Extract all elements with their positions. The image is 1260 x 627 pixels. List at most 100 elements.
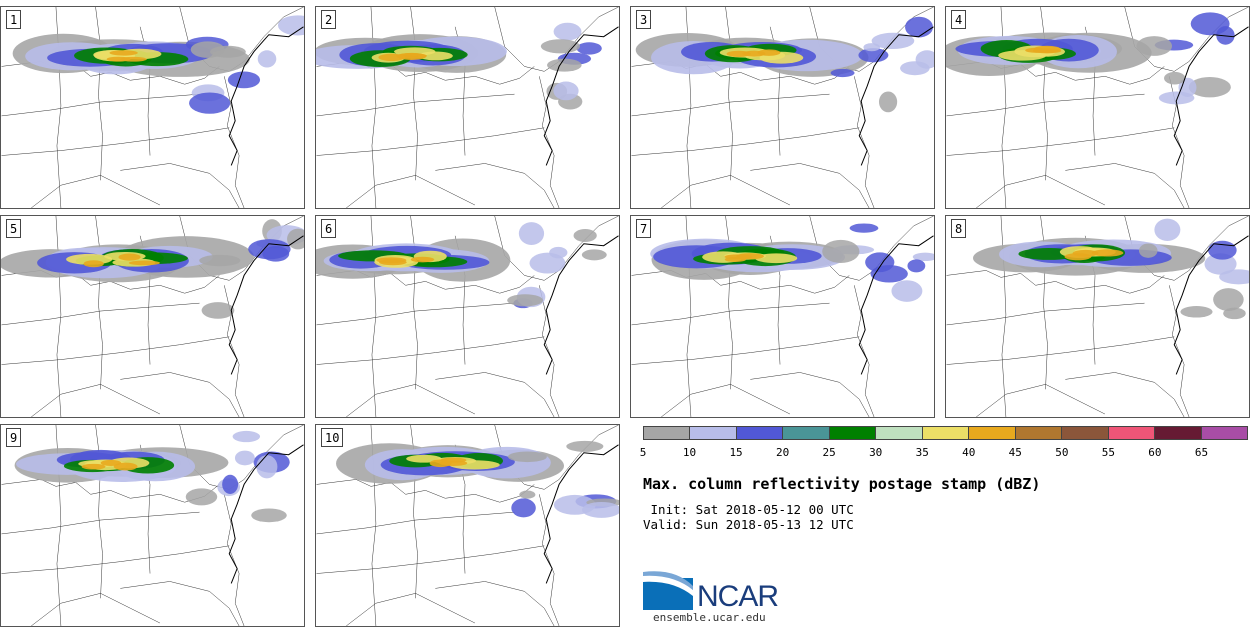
member-label: 8	[951, 219, 967, 238]
reflectivity-map	[316, 216, 619, 417]
ensemble-member-panel-9: 9	[0, 424, 305, 627]
reflectivity-echo	[109, 50, 138, 56]
reflectivity-echo	[277, 15, 304, 36]
state-boundary	[95, 216, 103, 390]
reflectivity-echo	[576, 42, 602, 55]
colorbar-swatch	[969, 427, 1016, 439]
reflectivity-echo	[507, 294, 543, 307]
colorbar-tick-label: 60	[1148, 446, 1162, 459]
colorbar-swatch	[644, 427, 691, 439]
reflectivity-echo	[581, 249, 607, 261]
state-boundary	[946, 336, 1175, 365]
init-time: Init: Sat 2018-05-12 00 UTC	[643, 502, 854, 517]
state-boundary	[316, 545, 545, 574]
ensemble-member-panel-3: 3	[630, 6, 935, 209]
plot-title: Max. column reflectivity postage stamp (…	[643, 475, 1041, 493]
state-boundary	[1065, 372, 1185, 417]
state-boundary	[120, 163, 240, 208]
member-label: 2	[321, 10, 337, 29]
reflectivity-echo	[891, 280, 923, 302]
reflectivity-echo	[185, 488, 218, 506]
ensemble-member-panel-4: 4	[945, 6, 1250, 209]
member-label: 6	[321, 219, 337, 238]
member-label: 7	[636, 219, 652, 238]
state-boundary	[346, 593, 476, 626]
reflectivity-map	[1, 7, 304, 208]
colorbar-swatch	[829, 427, 877, 439]
state-boundary	[976, 384, 1106, 417]
reflectivity-echo	[858, 48, 889, 63]
reflectivity-echo	[1154, 218, 1181, 242]
state-boundary	[410, 7, 418, 181]
reflectivity-echo	[1164, 71, 1186, 85]
reflectivity-echo	[232, 430, 261, 443]
state-boundary	[976, 175, 1106, 208]
colorbar-tick-label: 5	[639, 446, 647, 459]
state-boundary	[316, 511, 515, 535]
colorbar-swatch	[1015, 427, 1063, 439]
reflectivity-echo	[912, 252, 934, 262]
colorbar-tick-label: 25	[822, 446, 836, 459]
reflectivity-echo	[1223, 307, 1246, 320]
site-url: ensemble.ucar.edu	[653, 611, 766, 624]
colorbar-swatch	[1062, 427, 1109, 439]
ensemble-member-panel-2: 2	[315, 6, 620, 209]
reflectivity-echo	[511, 498, 536, 518]
reflectivity-echo	[1219, 269, 1249, 285]
colorbar-tick-label: 40	[962, 446, 976, 459]
state-boundary	[1, 127, 230, 156]
colorbar-swatch	[1108, 427, 1156, 439]
colorbar-swatch	[736, 427, 784, 439]
colorbar-swatch	[922, 427, 970, 439]
reflectivity-echo	[1064, 253, 1092, 261]
reflectivity-echo	[222, 474, 239, 494]
state-boundary	[631, 93, 830, 117]
state-boundary	[661, 384, 791, 417]
state-boundary	[95, 7, 103, 181]
state-boundary	[435, 372, 555, 417]
reflectivity-echo	[878, 91, 898, 113]
coastline	[1173, 235, 1249, 375]
state-boundary	[370, 7, 377, 208]
reflectivity-echo	[1188, 77, 1231, 98]
state-boundary	[750, 372, 870, 417]
reflectivity-echo	[822, 239, 860, 263]
reflectivity-echo	[907, 259, 926, 273]
reflectivity-echo	[849, 223, 879, 233]
reflectivity-map	[946, 216, 1249, 417]
state-boundary	[435, 581, 555, 626]
reflectivity-echo	[553, 81, 579, 101]
state-boundary	[725, 7, 733, 181]
state-boundary	[1169, 285, 1190, 417]
state-boundary	[55, 216, 62, 417]
reflectivity-echo	[128, 260, 161, 266]
reflectivity-map	[1, 425, 304, 626]
ensemble-member-panel-7: 7	[630, 215, 935, 418]
reflectivity-echo	[736, 253, 764, 260]
reflectivity-echo	[519, 490, 536, 499]
state-boundary	[1, 336, 230, 365]
state-boundary	[31, 175, 161, 208]
state-boundary	[224, 76, 245, 208]
reflectivity-echo	[547, 58, 582, 72]
coastline	[228, 26, 304, 166]
state-boundary	[316, 93, 515, 117]
ensemble-member-panel-1: 1	[0, 6, 305, 209]
state-boundary	[346, 175, 476, 208]
reflectivity-map	[631, 7, 934, 208]
state-boundary	[946, 127, 1175, 156]
reflectivity-echo	[248, 239, 291, 260]
reflectivity-echo	[251, 508, 287, 523]
state-boundary	[1, 302, 200, 326]
reflectivity-echo	[553, 22, 582, 41]
colorbar-swatch	[1155, 427, 1202, 439]
coastline	[543, 235, 619, 375]
state-boundary	[31, 384, 161, 417]
reflectivity-echo	[582, 501, 619, 518]
reflectivity-echo	[573, 229, 597, 243]
reflectivity-map	[316, 425, 619, 626]
member-label: 10	[321, 428, 344, 447]
state-boundary	[224, 494, 245, 626]
state-boundary	[946, 93, 1145, 117]
state-boundary	[631, 336, 860, 365]
